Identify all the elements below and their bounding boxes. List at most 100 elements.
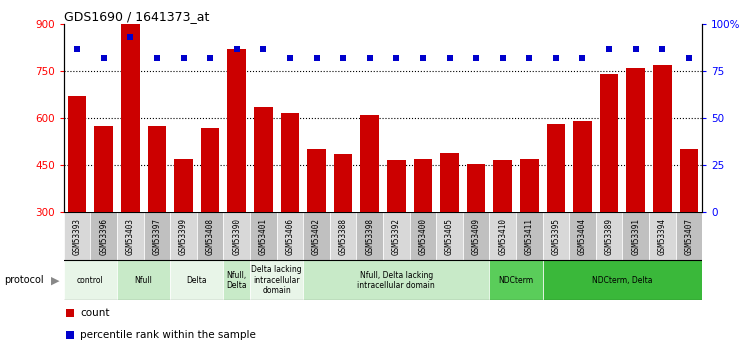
Text: GSM53408: GSM53408 bbox=[206, 218, 215, 255]
Point bbox=[310, 55, 322, 61]
Text: GSM53398: GSM53398 bbox=[365, 218, 374, 255]
Text: NDCterm: NDCterm bbox=[499, 276, 533, 285]
Text: GSM53406: GSM53406 bbox=[285, 218, 294, 255]
Text: GDS1690 / 1641373_at: GDS1690 / 1641373_at bbox=[64, 10, 210, 23]
Bar bbox=[436, 212, 463, 260]
Point bbox=[204, 55, 216, 61]
Point bbox=[550, 55, 562, 61]
Text: GSM53389: GSM53389 bbox=[605, 218, 614, 255]
Bar bbox=[569, 212, 596, 260]
Point bbox=[470, 55, 482, 61]
Bar bbox=[414, 159, 433, 212]
Text: GSM53410: GSM53410 bbox=[498, 218, 507, 255]
Point bbox=[417, 55, 429, 61]
Bar bbox=[623, 212, 649, 260]
Point bbox=[603, 46, 615, 51]
Text: GSM53400: GSM53400 bbox=[418, 218, 427, 255]
Point bbox=[363, 55, 376, 61]
Text: count: count bbox=[80, 308, 110, 318]
Point bbox=[523, 55, 535, 61]
Point bbox=[337, 55, 349, 61]
Text: GSM53395: GSM53395 bbox=[551, 218, 560, 255]
Bar bbox=[174, 159, 193, 212]
Bar bbox=[224, 260, 250, 300]
Bar bbox=[281, 114, 299, 212]
Text: GSM53394: GSM53394 bbox=[658, 218, 667, 255]
Bar bbox=[360, 115, 379, 212]
Bar bbox=[64, 212, 90, 260]
Bar bbox=[680, 149, 698, 212]
Bar bbox=[626, 68, 645, 212]
Bar bbox=[95, 126, 113, 212]
Bar bbox=[600, 74, 618, 212]
Point bbox=[444, 55, 456, 61]
Text: GSM53388: GSM53388 bbox=[339, 218, 348, 255]
Bar bbox=[307, 149, 326, 212]
Bar bbox=[90, 212, 117, 260]
Bar bbox=[543, 212, 569, 260]
Point bbox=[177, 55, 189, 61]
Bar bbox=[197, 212, 224, 260]
Bar bbox=[357, 212, 383, 260]
Bar bbox=[676, 212, 702, 260]
Bar bbox=[148, 126, 166, 212]
Point bbox=[577, 55, 589, 61]
Bar bbox=[547, 125, 566, 212]
Bar bbox=[117, 260, 170, 300]
Text: GSM53411: GSM53411 bbox=[525, 218, 534, 255]
Bar bbox=[653, 65, 671, 212]
Point bbox=[71, 46, 83, 51]
Bar bbox=[409, 212, 436, 260]
Bar bbox=[68, 96, 86, 212]
Point bbox=[98, 55, 110, 61]
Point bbox=[231, 46, 243, 51]
Bar bbox=[333, 154, 352, 212]
Bar bbox=[493, 160, 512, 212]
Text: GSM53390: GSM53390 bbox=[232, 218, 241, 255]
Bar bbox=[649, 212, 676, 260]
Point bbox=[284, 55, 296, 61]
Point bbox=[151, 55, 163, 61]
Bar bbox=[201, 128, 219, 212]
Bar bbox=[224, 212, 250, 260]
Bar bbox=[516, 212, 543, 260]
Text: control: control bbox=[77, 276, 104, 285]
Text: GSM53401: GSM53401 bbox=[259, 218, 268, 255]
Bar bbox=[573, 121, 592, 212]
Bar bbox=[440, 152, 459, 212]
Text: GSM53407: GSM53407 bbox=[684, 218, 693, 255]
Bar bbox=[490, 260, 542, 300]
Bar bbox=[596, 212, 623, 260]
Bar bbox=[170, 260, 224, 300]
Bar bbox=[490, 212, 516, 260]
Text: GSM53404: GSM53404 bbox=[578, 218, 587, 255]
Bar bbox=[254, 107, 273, 212]
Point bbox=[125, 34, 137, 40]
Point bbox=[258, 46, 270, 51]
Text: GSM53391: GSM53391 bbox=[631, 218, 640, 255]
Bar bbox=[543, 260, 702, 300]
Text: GSM53403: GSM53403 bbox=[126, 218, 135, 255]
Text: GSM53396: GSM53396 bbox=[99, 218, 108, 255]
Text: percentile rank within the sample: percentile rank within the sample bbox=[80, 330, 256, 340]
Bar bbox=[520, 159, 538, 212]
Bar bbox=[250, 212, 276, 260]
Text: GSM53393: GSM53393 bbox=[73, 218, 82, 255]
Point bbox=[683, 55, 695, 61]
Bar bbox=[467, 164, 485, 212]
Bar bbox=[121, 24, 140, 212]
Bar bbox=[64, 260, 117, 300]
Point bbox=[321, 230, 333, 236]
Bar bbox=[383, 212, 409, 260]
Text: GSM53409: GSM53409 bbox=[472, 218, 481, 255]
Point bbox=[391, 55, 403, 61]
Text: GSM53399: GSM53399 bbox=[179, 218, 188, 255]
Bar bbox=[117, 212, 143, 260]
Point bbox=[321, 26, 333, 32]
Bar bbox=[228, 49, 246, 212]
Point bbox=[656, 46, 668, 51]
Text: GSM53392: GSM53392 bbox=[392, 218, 401, 255]
Text: Nfull: Nfull bbox=[134, 276, 152, 285]
Text: GSM53402: GSM53402 bbox=[312, 218, 321, 255]
Bar bbox=[387, 160, 406, 212]
